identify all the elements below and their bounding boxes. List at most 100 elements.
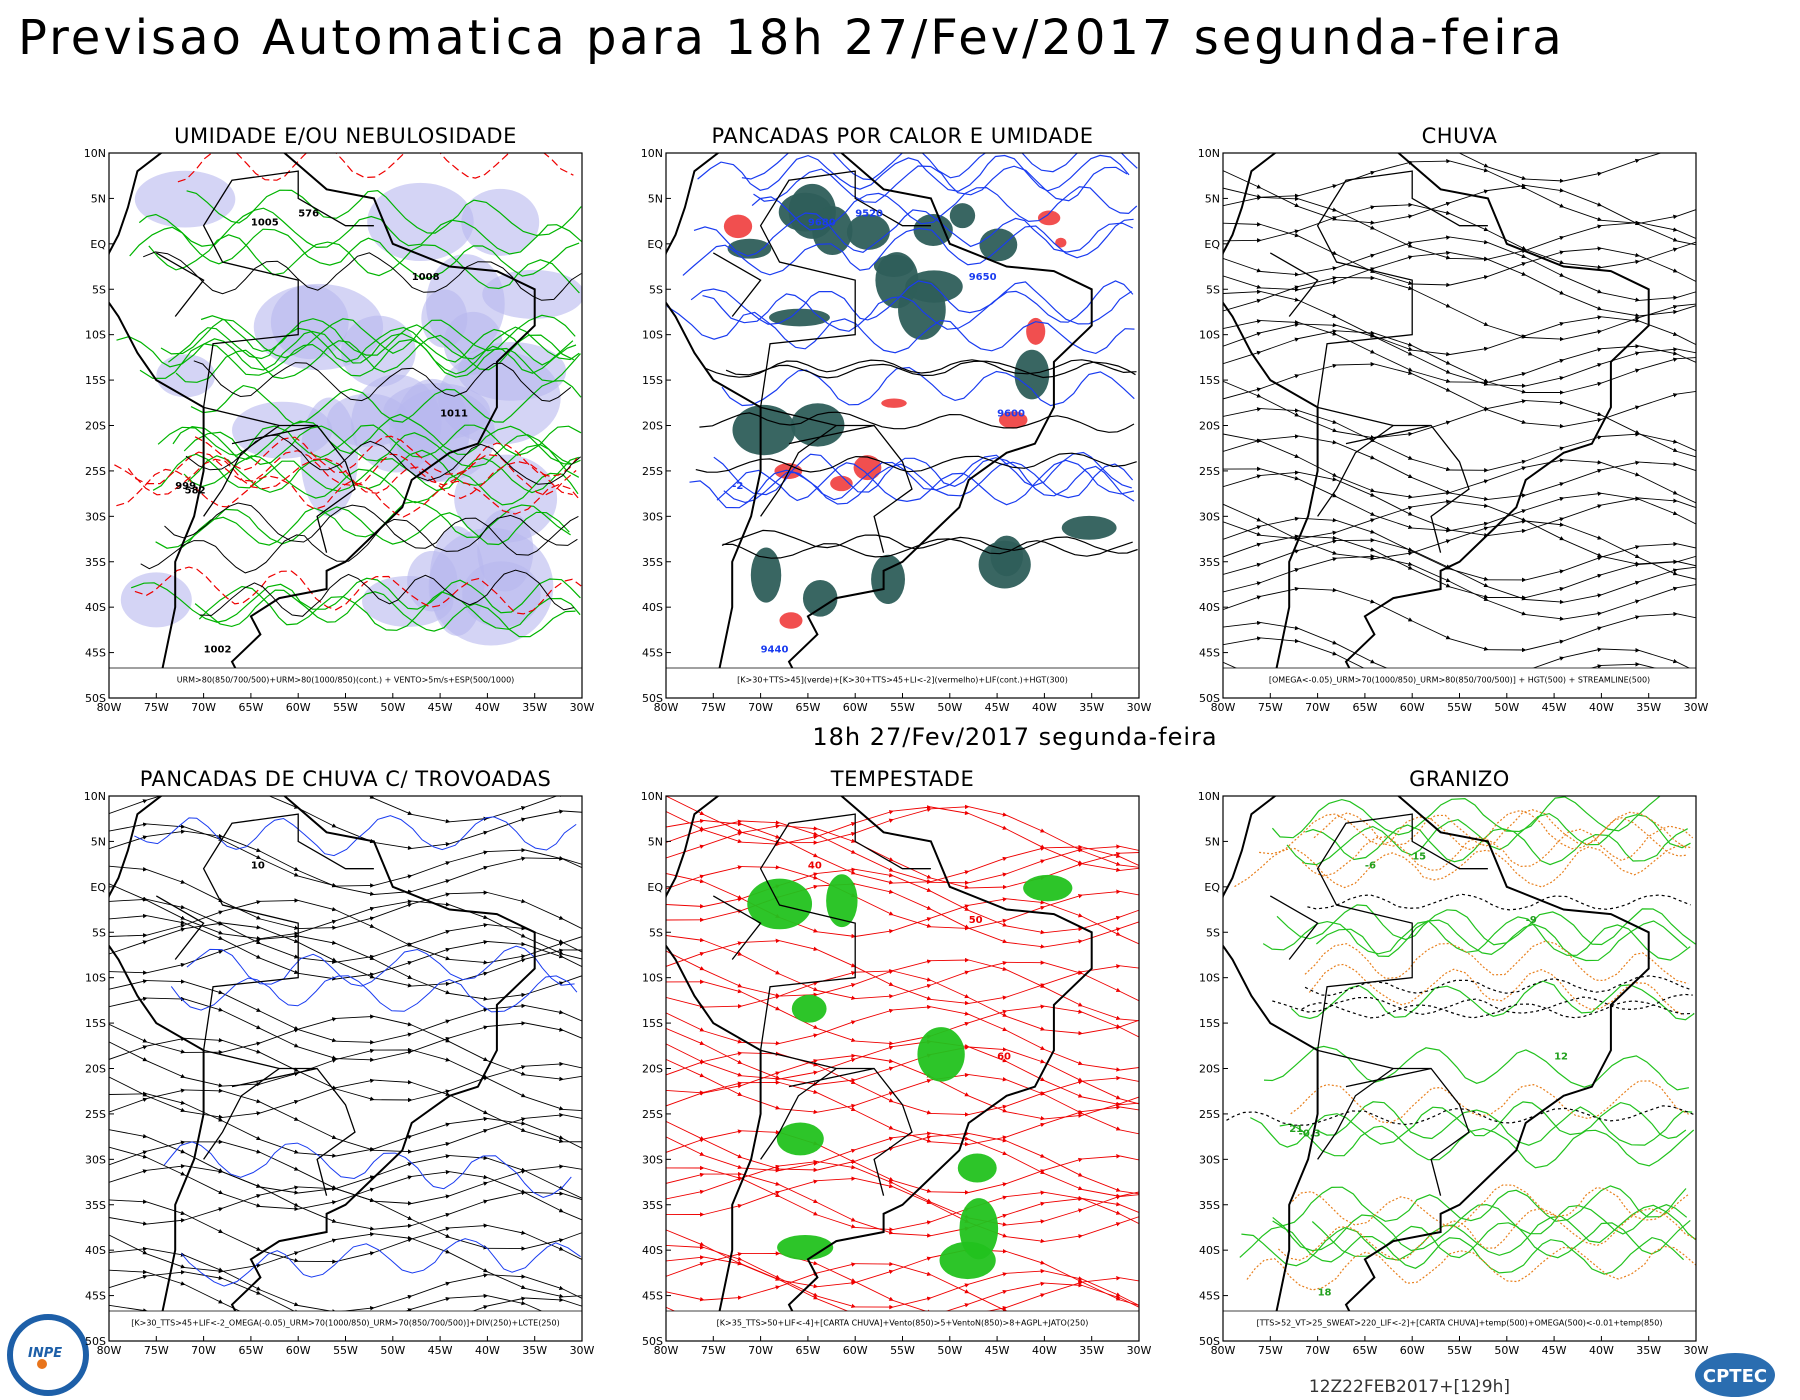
x-tick-label: 45W (428, 701, 453, 714)
streamline (1639, 393, 1678, 407)
streamline (1563, 417, 1603, 427)
streamline (146, 898, 186, 910)
streamline (1260, 440, 1300, 459)
streamline (487, 1118, 526, 1126)
streamline (1044, 847, 1083, 865)
streamline (1563, 491, 1603, 499)
streamline (335, 960, 375, 979)
streamline (562, 918, 582, 930)
streamline (335, 883, 375, 888)
streamline (1374, 532, 1413, 552)
streamline (1120, 852, 1139, 854)
streamline (1601, 462, 1640, 477)
streamline (779, 1161, 819, 1171)
streamline (1639, 255, 1678, 273)
contour (1234, 844, 1693, 889)
panel-title: TEMPESTADE (830, 767, 974, 791)
streamline (449, 1181, 489, 1197)
y-tick-label: 35S (85, 556, 106, 569)
shaded-area (776, 1122, 824, 1156)
streamline (109, 1146, 148, 1159)
y-tick-label: 25S (1199, 465, 1220, 478)
streamline (525, 1297, 564, 1303)
y-tick-label: 5N (648, 192, 663, 205)
streamline (930, 870, 970, 883)
contour-label: -0.3 (1299, 1129, 1321, 1140)
x-tick-label: 65W (1352, 701, 1377, 714)
streamline (1223, 525, 1262, 540)
y-tick-label: 50S (1199, 692, 1220, 705)
streamline (1082, 1361, 1120, 1378)
streamline (1676, 555, 1696, 563)
streamline (817, 1298, 856, 1312)
streamline (817, 1263, 856, 1283)
streamline (471, 1305, 489, 1312)
streamline (1336, 442, 1376, 460)
contour (1313, 809, 1687, 849)
streamline (1563, 206, 1603, 222)
y-tick-label: 20S (642, 420, 663, 433)
streamline (892, 917, 932, 932)
streamline (1449, 407, 1489, 423)
streamline (260, 1152, 299, 1171)
streamline (1676, 441, 1696, 452)
streamline (1336, 275, 1376, 281)
streamline (1601, 405, 1640, 420)
streamline (779, 1078, 819, 1087)
panel-title: CHUVA (1422, 124, 1498, 148)
panel-title: PANCADAS POR CALOR E UMIDADE (711, 124, 1093, 148)
streamline (1299, 119, 1337, 128)
streamline (449, 1223, 489, 1229)
contour-label: 1005 (251, 218, 279, 229)
streamline (780, 1357, 818, 1361)
y-tick-label: 35S (85, 1199, 106, 1212)
streamline (298, 1365, 336, 1368)
x-tick-label: 35W (1079, 701, 1104, 714)
streamline (892, 875, 932, 892)
streamline (1589, 664, 1603, 669)
streamline (1223, 387, 1262, 400)
streamline (817, 1202, 856, 1222)
streamline (703, 909, 743, 921)
streamline (562, 936, 582, 944)
streamline (1487, 383, 1527, 389)
y-tick-label: 45S (85, 1290, 106, 1303)
streamline (1082, 889, 1121, 896)
streamline (817, 1262, 856, 1274)
streamline (1639, 649, 1678, 664)
streamline (1044, 844, 1083, 850)
y-tick-label: 30S (85, 1153, 106, 1166)
streamline (703, 969, 743, 988)
streamline (1006, 983, 1046, 998)
streamline (1601, 316, 1640, 323)
streamline (1601, 662, 1640, 667)
streamline (260, 1028, 299, 1044)
streamline (1082, 1011, 1121, 1029)
streamline (260, 1010, 299, 1031)
contour (183, 455, 579, 506)
streamline (335, 1147, 375, 1157)
streamline (1298, 235, 1338, 255)
shaded-area (917, 1027, 965, 1082)
streamline (298, 957, 337, 965)
streamline (1006, 1201, 1046, 1216)
streamline (562, 956, 582, 968)
contour (198, 585, 581, 631)
streamline (1525, 614, 1565, 621)
y-tick-label: 15S (642, 374, 663, 387)
streamline (525, 1123, 564, 1140)
streamline (779, 834, 819, 845)
streamline (1374, 363, 1413, 376)
streamline (1082, 1222, 1121, 1237)
streamline (411, 1141, 451, 1153)
streamline (525, 849, 564, 861)
streamline (109, 865, 148, 872)
streamline (666, 811, 705, 831)
streamline (1563, 315, 1603, 324)
contour (1246, 1245, 1696, 1291)
streamline (817, 822, 856, 837)
streamline (779, 1196, 819, 1216)
streamline (855, 896, 894, 916)
streamline (1223, 319, 1262, 330)
streamline (817, 1058, 856, 1073)
